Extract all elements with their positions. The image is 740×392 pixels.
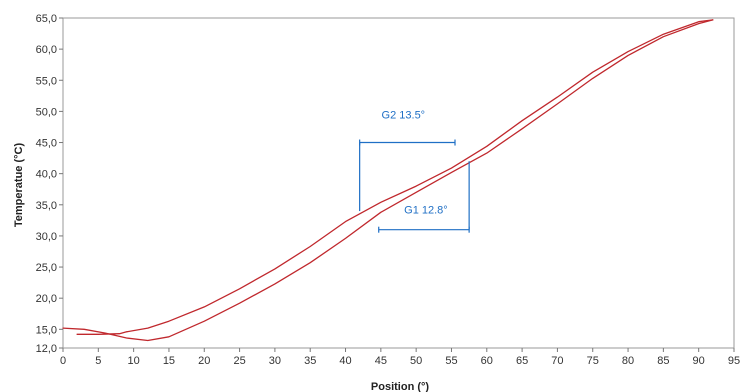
x-tick-label: 25 — [233, 355, 245, 367]
x-tick-label: 35 — [304, 355, 316, 367]
x-tick-label: 45 — [375, 355, 387, 367]
x-tick-label: 70 — [551, 355, 563, 367]
x-tick-label: 20 — [198, 355, 210, 367]
y-tick-label: 55,0 — [36, 75, 57, 87]
x-tick-label: 60 — [481, 355, 493, 367]
y-tick-label: 60,0 — [36, 44, 57, 56]
y-tick-label: 45,0 — [36, 138, 57, 150]
x-axis: 0 5 10 15 20 25 30 35 40 45 50 55 60 65 70 75 80 85 90 95 — [60, 348, 740, 367]
plot-frame — [62, 17, 735, 349]
y-tick-label: 12,0 — [36, 343, 57, 355]
x-tick-label: 95 — [728, 355, 740, 367]
x-tick-label: 15 — [163, 355, 175, 367]
x-axis-title: Position (°) — [371, 381, 430, 392]
x-tick-label: 30 — [269, 355, 281, 367]
y-tick-label: 30,0 — [36, 231, 57, 243]
y-tick-label: 25,0 — [36, 262, 57, 274]
plot-border — [62, 17, 735, 349]
y-tick-label: 40,0 — [36, 169, 57, 181]
x-tick-label: 10 — [128, 355, 140, 367]
y-tick-label: 35,0 — [36, 200, 57, 212]
y-tick-label: 20,0 — [36, 293, 57, 305]
y-tick-label: 15,0 — [36, 324, 57, 336]
annotation-bracket-1: G2 13.5° — [359, 110, 456, 212]
series-line-2 — [62, 19, 714, 342]
annotation-label: G2 13.5° — [382, 110, 426, 122]
x-tick-label: 40 — [339, 355, 351, 367]
annotation-bracket-2: G1 12.8° — [378, 161, 470, 233]
series-layer — [62, 19, 714, 342]
y-tick-label: 50,0 — [36, 106, 57, 118]
x-tick-label: 90 — [693, 355, 705, 367]
x-tick-label: 85 — [657, 355, 669, 367]
x-tick-label: 80 — [622, 355, 634, 367]
x-tick-label: 55 — [445, 355, 457, 367]
x-tick-label: 65 — [516, 355, 528, 367]
annotation-layer: G2 13.5° G1 12.8° — [359, 110, 470, 233]
annotation-label: G1 12.8° — [404, 205, 448, 217]
x-tick-label: 50 — [410, 355, 422, 367]
y-tick-label: 65,0 — [36, 13, 57, 25]
x-tick-label: 5 — [95, 355, 101, 367]
x-tick-label: 0 — [60, 355, 66, 367]
x-tick-label: 75 — [587, 355, 599, 367]
y-axis-title: Temperatue (°C) — [13, 143, 25, 228]
series-line-1 — [76, 19, 714, 335]
y-axis: 65,0 60,0 55,0 50,0 45,0 40,0 35,0 30,0 25,0 20,0… — [36, 13, 63, 355]
